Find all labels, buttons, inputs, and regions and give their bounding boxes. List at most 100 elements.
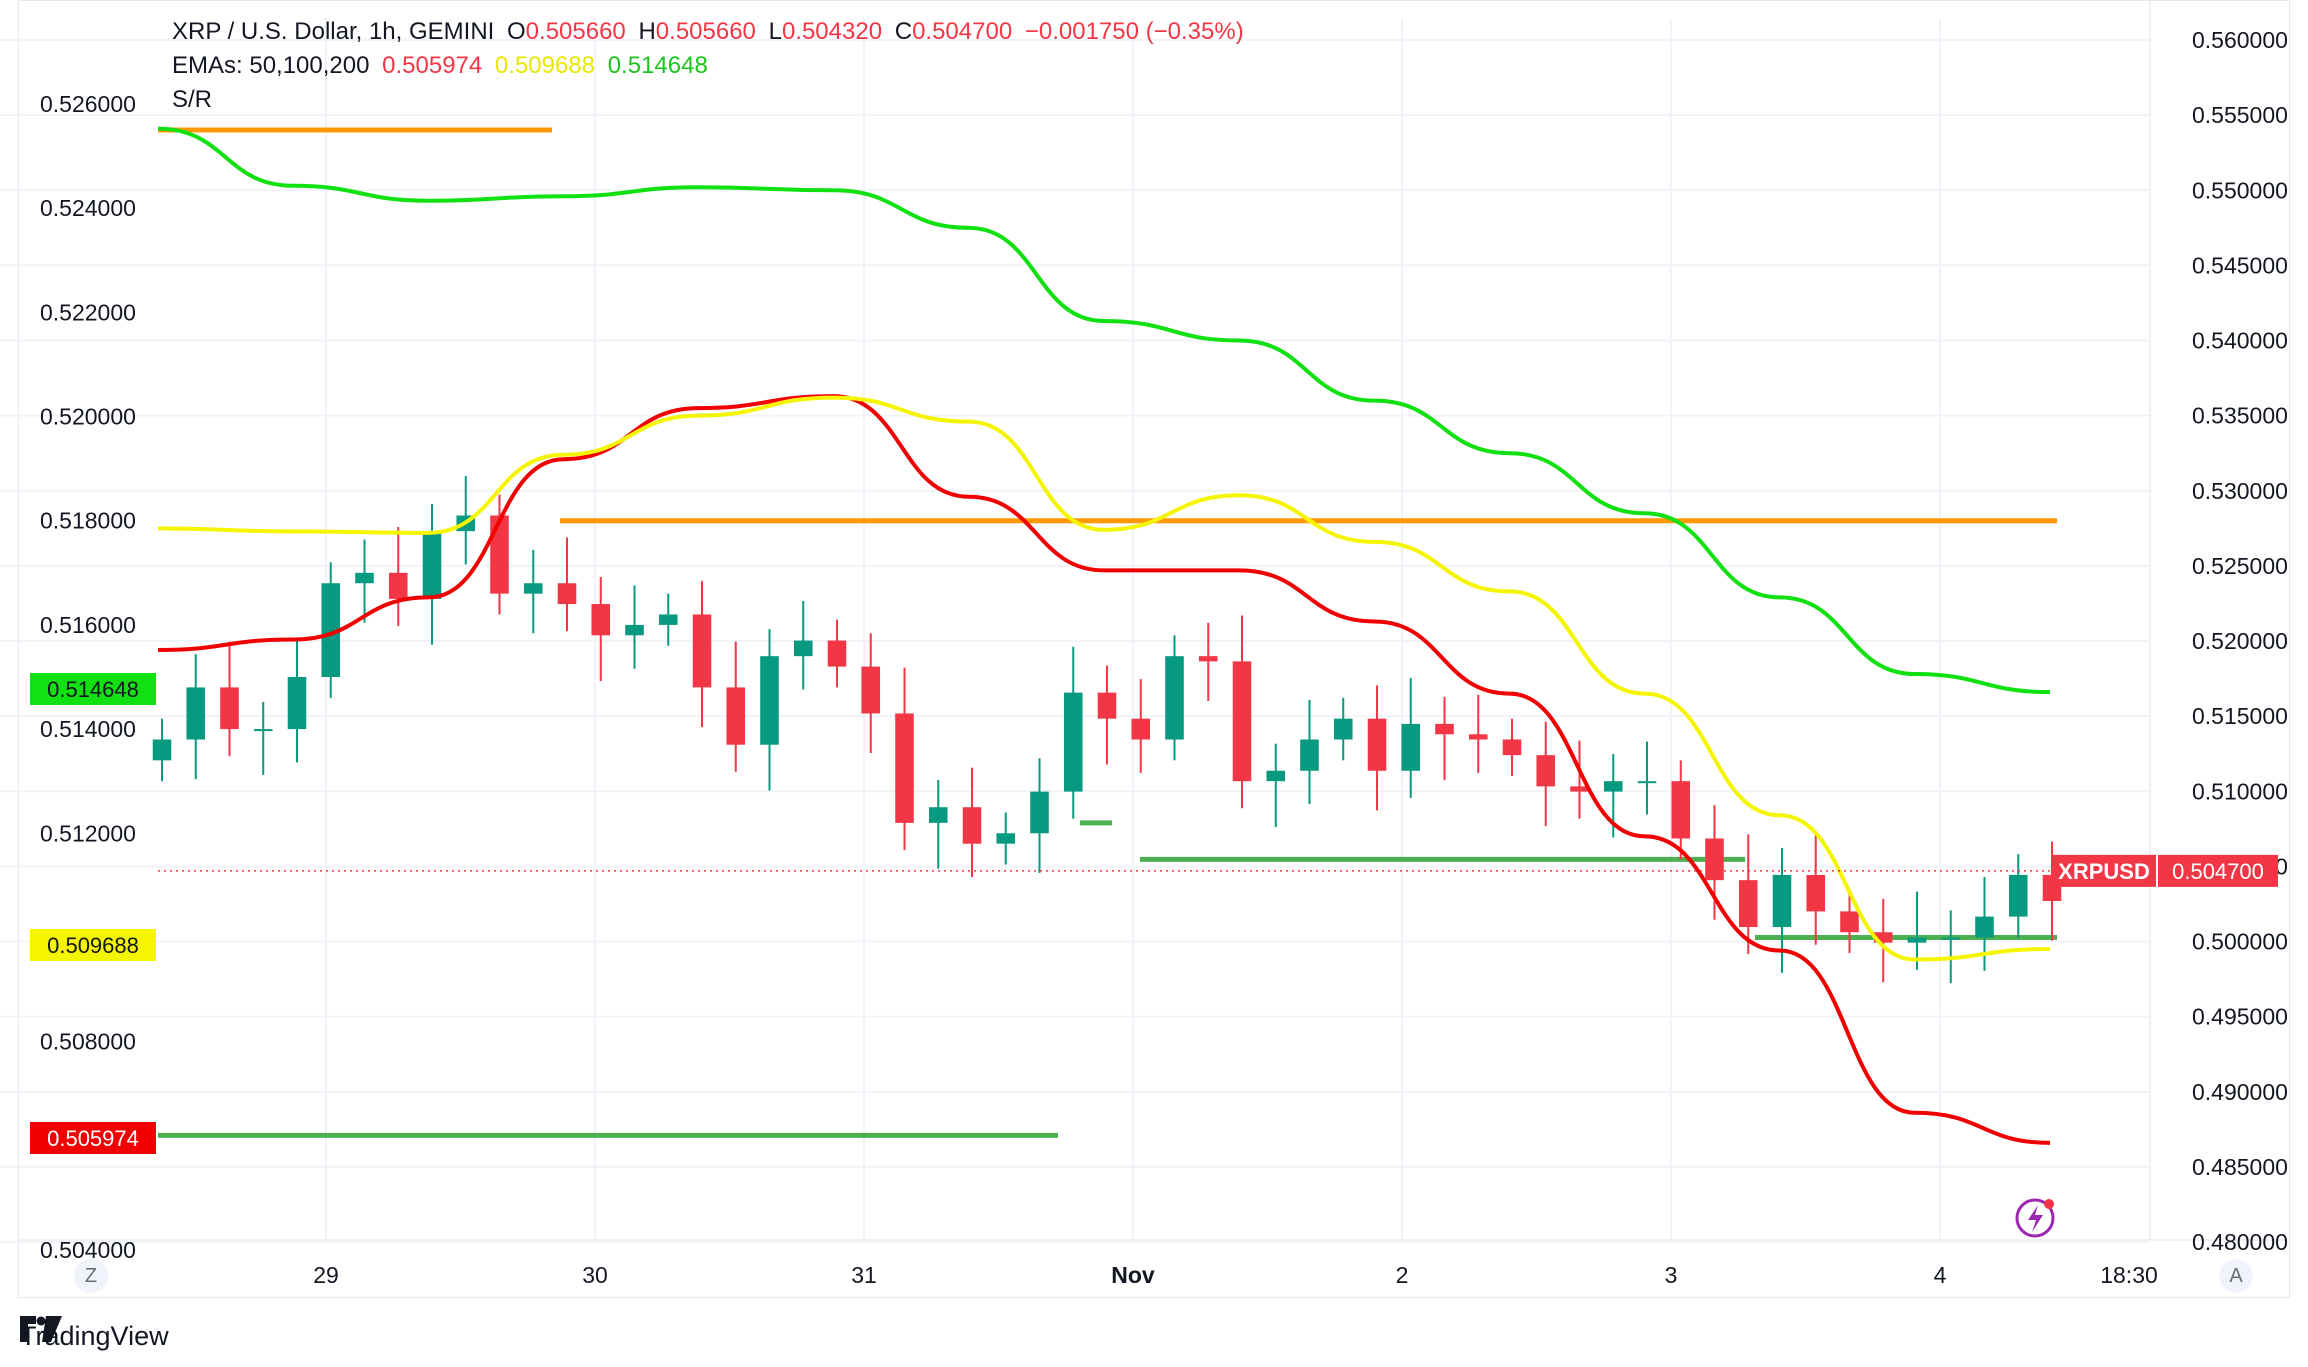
right-axis-tick-label: 0.535000 [2192,403,2288,429]
ema-lines [157,126,2150,1145]
right-axis-tick-label: 0.480000 [2192,1229,2288,1255]
ema50-line [157,394,2051,1145]
right-axis-tick-label: 0.550000 [2192,177,2288,203]
candle-body [895,713,914,823]
left-axis-tick-label: 0.512000 [40,820,136,846]
axes: 0.560000 0.555000 0.550000 0.545000 0.540000… [40,27,2288,1288]
candle-body [1975,916,1994,938]
grid [0,0,2290,1243]
x-axis-tick-label: 18:30 [2100,1262,2158,1288]
x-axis-tick-label: Nov [1111,1262,1155,1288]
candle-body [1570,786,1589,792]
candle-body [523,583,543,594]
ema100-tag-bg [30,929,156,961]
legend-open: 0.505660 [525,18,626,45]
candle-body [1131,718,1151,740]
legend-high: 0.505660 [655,18,756,45]
candle-body [996,833,1016,844]
x-axis-tick-label: 2 [1396,1262,1409,1288]
candle-body [1502,739,1522,756]
axis-tags: XRPUSD 0.504700 0.514648 0.509688 0.505974 [30,673,2278,1238]
left-axis-tick-label: 0.520000 [40,404,136,430]
legend-sr-label: S/R [172,86,213,113]
candle-body [1300,739,1319,771]
candle-body [1671,781,1691,839]
legend-low: 0.504320 [781,18,883,45]
legend-ema100: 0.509688 [494,52,596,79]
candle-body [152,739,172,761]
legend-ema50: 0.505974 [382,52,483,79]
ema50-tag-bg [30,1122,156,1154]
candle-body [1468,734,1488,740]
candle-body [1873,932,1893,943]
candle-body [1637,781,1657,784]
x-axis-tick-label: 31 [851,1262,877,1288]
candle-body [1266,770,1286,782]
candle-body [1435,723,1454,735]
legend-symbol[interactable]: XRP / U.S. Dollar, 1h, GEMINI [172,18,495,45]
candle-body [1738,880,1758,928]
right-axis-tick-label: 0.520000 [2192,628,2288,654]
chart-panel[interactable] [18,0,2290,1298]
candle-body [793,640,813,657]
right-axis-tick-label: 0.485000 [2192,1154,2288,1180]
alerts-dot [2044,1199,2054,1209]
auto-scale-button[interactable]: A [2219,1259,2253,1293]
legend-open-label: O [507,18,526,45]
candle-body [591,604,611,636]
right-axis-tick-label: 0.515000 [2192,703,2288,729]
candle-body [692,614,712,688]
right-axis-tick-label: 0.500000 [2192,929,2288,955]
right-axis-tick-label: 0.560000 [2192,27,2288,53]
ema200-line [157,126,2051,695]
candle-body [1401,723,1421,771]
candle-body [1705,838,1724,881]
left-axis-tick-label: 0.516000 [40,612,136,638]
candle-body [355,572,374,584]
left-axis-tick-label: 0.504000 [40,1237,136,1263]
candle-body [625,624,644,636]
ema100-line [157,395,2051,962]
x-axis-tick-label: 4 [1934,1262,1947,1288]
candle-body [253,729,273,732]
candle-body [220,687,239,730]
candle-body [1030,791,1049,834]
left-axis-tick-label: 0.514000 [40,716,136,742]
right-axis-tick-label: 0.525000 [2192,553,2288,579]
candle-body [1165,656,1184,740]
legend-close-label: C [894,18,913,45]
candle-body [321,583,341,677]
right-axis-tick-label: 0.540000 [2192,328,2288,354]
legend-change: −0.001750 (−0.35%) [1024,18,1244,45]
candle-body [928,807,948,823]
candle-body [1232,661,1252,782]
legend-sr-row[interactable]: S/R [172,86,218,114]
right-axis-tick-label: 0.510000 [2192,778,2288,804]
candle-body [962,807,982,844]
left-axis-tick-label: 0.526000 [40,91,136,117]
legend-ema-row[interactable]: EMAs: 50,100,200 0.505974 0.509688 0.514… [172,52,714,80]
candles [152,475,2062,984]
candle-body [1097,692,1117,719]
right-axis-tick-label: 0.495000 [2192,1004,2288,1030]
candle-body [827,640,847,667]
candle-body [388,572,408,599]
candle-body [1907,937,1927,943]
tradingview-logo[interactable]: TradingView [20,1316,169,1356]
candle-body [287,677,307,730]
x-axis-tick-label: 3 [1665,1262,1678,1288]
candle-body [1806,874,1826,912]
right-axis-tick-label: 0.555000 [2192,102,2288,128]
candle-body [1063,692,1083,792]
lightning-bolt [2028,1205,2043,1232]
left-axis-tick-label: 0.524000 [40,195,136,221]
candle-body [2008,874,2028,917]
support-resistance-lines [158,127,2057,1138]
zoom-reset-button[interactable]: Z [74,1259,108,1293]
price-tag-bg [2158,854,2278,887]
candle-body [1941,937,1961,940]
tradingview-logo-icon [20,1316,62,1342]
right-axis-tick-label: 0.545000 [2192,252,2288,278]
ema100-tag: 0.509688 [47,933,139,958]
